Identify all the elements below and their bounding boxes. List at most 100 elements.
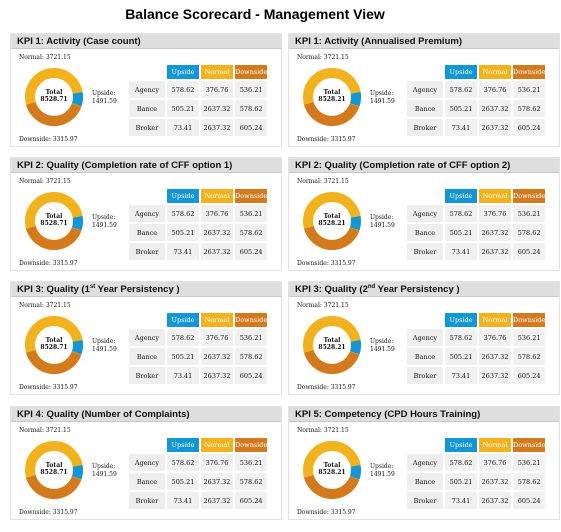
donut-upside-label: Upside: 1491.59 (92, 338, 117, 353)
table-row: Bance 505.21 2637.32 578.62 (129, 473, 268, 490)
cell-upside: 73.41 (167, 119, 199, 136)
donut-chart: Normal: 3721.15 Total 8528.21 Upside: 1491… (289, 298, 401, 394)
row-label: Broker (129, 492, 165, 509)
cell-downside: 605.24 (513, 492, 546, 509)
donut-total-value: 8528.71 (40, 469, 68, 476)
donut-ring (303, 68, 361, 126)
donut-upside-label: Upside: 1491.59 (370, 463, 395, 478)
cell-upside: 73.41 (445, 367, 477, 384)
table-corner (407, 438, 443, 452)
donut-total-label: Total 8528.71 (40, 213, 68, 227)
table-row: Agency 578.62 376.76 536.21 (407, 205, 546, 222)
row-label: Bance (129, 348, 165, 365)
cell-upside: 578.62 (167, 454, 199, 471)
col-header-normal: Normal (201, 65, 233, 79)
donut-normal-label: Normal: 3721.15 (19, 302, 71, 309)
panel-title: KPI 2: Quality (Completion rate of CFF o… (17, 160, 233, 171)
cell-downside: 578.62 (513, 100, 546, 117)
donut-downside-label: Downside: 3315.97 (297, 260, 356, 267)
col-header-normal: Normal (479, 313, 511, 327)
donut-normal-label: Normal: 3721.15 (297, 178, 349, 185)
table-row: Agency 578.62 376.76 536.21 (129, 81, 268, 98)
table-row: Agency 578.62 376.76 536.21 (129, 329, 268, 346)
col-header-downside: Downside (513, 65, 546, 79)
panel-title-rest: Year Persistency ) (95, 284, 180, 295)
donut-downside-label: Downside: 3315.97 (297, 136, 356, 143)
donut-total-label: Total 8528.21 (318, 213, 346, 227)
table-header-row: Upside Normal Downside (407, 438, 546, 452)
col-header-upside: Upside (167, 189, 199, 203)
panel-header: KPI 1: Activity (Case count) (11, 34, 281, 49)
cell-normal: 376.76 (201, 205, 233, 222)
donut-upside-segment (25, 316, 83, 374)
panel-title: KPI 1: Activity (Annualised Premium) (295, 36, 462, 47)
donut-upside-label: Upside: 1491.59 (92, 214, 117, 229)
col-header-normal: Normal (479, 189, 511, 203)
row-label: Bance (407, 224, 443, 241)
donut-upside-value: 1491.59 (92, 471, 117, 478)
panel-header: KPI 2: Quality (Completion rate of CFF o… (289, 158, 559, 173)
cell-normal: 2637.32 (201, 492, 233, 509)
cell-upside: 505.21 (445, 473, 477, 490)
cell-normal: 2637.32 (201, 243, 233, 260)
cell-downside: 578.62 (235, 473, 268, 490)
cell-downside: 578.62 (235, 100, 268, 117)
cell-upside: 505.21 (167, 348, 199, 365)
cell-upside: 578.62 (167, 329, 199, 346)
donut-upside-segment (303, 316, 361, 374)
table-row: Broker 73.41 2637.32 605.24 (129, 367, 268, 384)
cell-normal: 2637.32 (479, 367, 511, 384)
panel-header: KPI 4: Quality (Number of Complaints) (11, 407, 281, 422)
panel-title-superscript: nd (367, 283, 376, 290)
donut-downside-label: Downside: 3315.97 (19, 136, 78, 143)
cell-upside: 505.21 (445, 224, 477, 241)
kpi-table: Upside Normal Downside Agency 578.62 376… (405, 311, 547, 386)
table-corner (407, 189, 443, 203)
kpi-table: Upside Normal Downside Agency 578.62 376… (127, 436, 269, 511)
donut-ring (25, 68, 83, 126)
cell-upside: 73.41 (167, 492, 199, 509)
table-row: Broker 73.41 2637.32 605.24 (407, 243, 546, 260)
table-header-row: Upside Normal Downside (129, 189, 268, 203)
row-label: Agency (407, 454, 443, 471)
donut-normal-label: Normal: 3721.15 (19, 427, 71, 434)
col-header-downside: Downside (235, 313, 268, 327)
panel-title-rest: Year Persistency ) (375, 284, 460, 295)
panel-title-superscript: st (89, 283, 96, 290)
cell-normal: 376.76 (479, 81, 511, 98)
col-header-upside: Upside (445, 189, 477, 203)
kpi-table: Upside Normal Downside Agency 578.62 376… (127, 311, 269, 386)
cell-upside: 505.21 (167, 473, 199, 490)
col-header-upside: Upside (445, 438, 477, 452)
panel-header: KPI 5: Competency (CPD Hours Training) (289, 407, 559, 422)
cell-upside: 73.41 (445, 243, 477, 260)
panel-title: KPI 3: Quality (2 (295, 284, 368, 295)
donut-upside-segment (25, 441, 83, 499)
col-header-upside: Upside (167, 65, 199, 79)
row-label: Agency (129, 81, 165, 98)
cell-downside: 578.62 (235, 348, 268, 365)
cell-downside: 578.62 (513, 348, 546, 365)
row-label: Broker (129, 243, 165, 260)
donut-upside-value: 1491.59 (370, 346, 395, 353)
row-label: Bance (407, 100, 443, 117)
col-header-downside: Downside (513, 438, 546, 452)
cell-downside: 578.62 (235, 224, 268, 241)
row-label: Agency (129, 454, 165, 471)
kpi-panel: KPI 1: Activity (Annualised Premium) Nor… (288, 33, 560, 147)
donut-upside-value: 1491.59 (92, 98, 117, 105)
cell-normal: 2637.32 (201, 224, 233, 241)
table-corner (407, 313, 443, 327)
row-label: Broker (407, 492, 443, 509)
row-label: Bance (407, 348, 443, 365)
col-header-normal: Normal (201, 313, 233, 327)
row-label: Agency (129, 205, 165, 222)
table-header-row: Upside Normal Downside (407, 313, 546, 327)
donut-chart: Normal: 3721.15 Total 8528.71 Upside: 1491… (11, 50, 123, 146)
cell-normal: 2637.32 (479, 473, 511, 490)
donut-normal-label: Normal: 3721.15 (297, 302, 349, 309)
cell-normal: 2637.32 (201, 348, 233, 365)
row-label: Broker (407, 119, 443, 136)
donut-upside-segment (25, 192, 83, 250)
panel-title: KPI 3: Quality (1 (17, 284, 90, 295)
